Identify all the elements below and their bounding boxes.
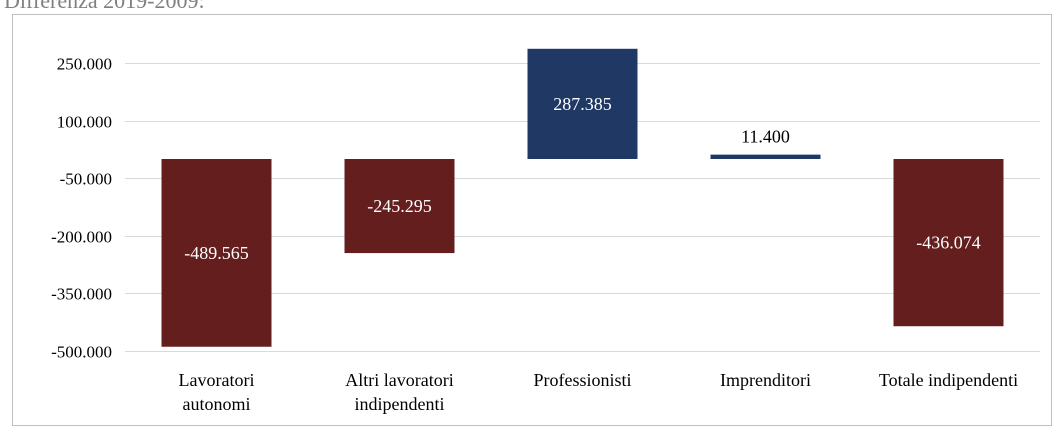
bars (161, 48, 1004, 347)
data-labels: -489.565 -245.295 287.385 11.400 -436.074 (184, 94, 981, 263)
y-tick-label: -500.000 (51, 343, 112, 362)
bar (161, 159, 272, 347)
bar (710, 154, 821, 159)
category-label: Professionisti (533, 370, 631, 390)
category-label: autonomi (183, 394, 251, 414)
y-axis-tick-labels: 250.000 100.000 -50.000 -200.000 -350.000 -50… (51, 55, 112, 362)
bar (893, 159, 1004, 327)
x-axis-category-labels: Lavoratori autonomi Altri lavoratori indipe… (179, 370, 1019, 414)
bar (527, 48, 638, 159)
y-tick-label: -200.000 (51, 228, 112, 247)
data-label: 287.385 (553, 94, 612, 114)
data-label: -489.565 (184, 243, 249, 263)
y-tick-label: -350.000 (51, 285, 112, 304)
data-label: 11.400 (741, 127, 790, 147)
category-label: Altri lavoratori (345, 370, 453, 390)
chart-area-border (12, 14, 1052, 426)
bar (344, 159, 455, 254)
category-label: indipendenti (355, 394, 445, 414)
chart-title: Differenza 2019-2009: (4, 0, 205, 13)
data-label: -245.295 (367, 196, 432, 216)
category-label: Totale indipendenti (879, 370, 1018, 390)
category-label: Imprenditori (720, 370, 811, 390)
y-tick-label: 100.000 (57, 113, 112, 132)
category-label: Lavoratori (179, 370, 255, 390)
data-label: -436.074 (916, 233, 981, 253)
y-tick-label: 250.000 (57, 55, 112, 74)
y-tick-label: -50.000 (60, 170, 112, 189)
